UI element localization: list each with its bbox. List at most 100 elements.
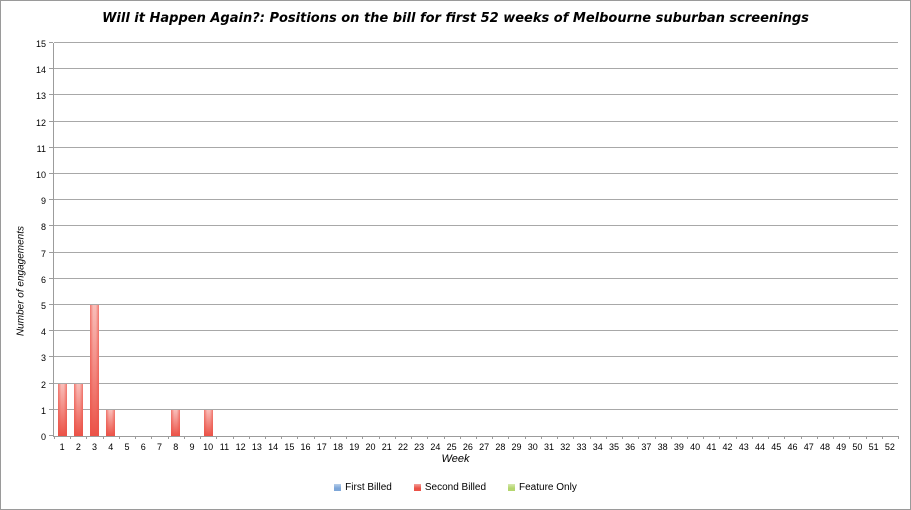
y-tick-label-13: 13 xyxy=(35,90,46,101)
x-axis-tick xyxy=(784,436,785,439)
y-tick-label-11: 11 xyxy=(36,143,46,154)
bar-second-billed-week-4 xyxy=(106,410,115,436)
x-tick-label-2: 2 xyxy=(75,442,81,452)
y-axis-tick xyxy=(49,225,53,226)
x-tick-label-31: 31 xyxy=(544,442,555,452)
gridline-y-3 xyxy=(54,356,898,357)
y-axis-tick xyxy=(49,173,53,174)
legend-label-feature-only: Feature Only xyxy=(519,482,577,493)
y-tick-label-15: 15 xyxy=(35,38,46,49)
y-tick-label-14: 14 xyxy=(35,64,46,75)
x-axis-tick xyxy=(168,436,169,439)
y-axis-title: Number of engagements xyxy=(15,225,27,337)
x-tick-label-17: 17 xyxy=(316,442,327,452)
x-tick-label-8: 8 xyxy=(173,442,179,452)
x-tick-label-43: 43 xyxy=(738,442,749,452)
x-axis-tick xyxy=(833,436,834,439)
gridline-y-9 xyxy=(54,199,898,200)
x-axis-tick xyxy=(379,436,380,439)
y-tick-label-8: 8 xyxy=(40,221,46,232)
bar-second-billed-week-10 xyxy=(204,410,213,436)
gridline-y-2 xyxy=(54,383,898,384)
x-tick-label-3: 3 xyxy=(92,442,98,452)
x-axis-tick xyxy=(135,436,136,439)
x-axis-tick xyxy=(687,436,688,439)
y-tick-label-4: 4 xyxy=(40,326,46,337)
y-tick-label-9: 9 xyxy=(40,195,46,206)
x-tick-label-9: 9 xyxy=(189,442,195,452)
x-tick-label-18: 18 xyxy=(333,442,344,452)
x-tick-label-24: 24 xyxy=(430,442,441,452)
legend-swatch-second-billed-icon xyxy=(413,484,421,491)
y-axis-tick xyxy=(49,252,53,253)
x-tick-label-7: 7 xyxy=(156,442,163,452)
x-axis-tick xyxy=(655,436,656,439)
x-tick-label-19: 19 xyxy=(349,442,360,452)
y-axis-tick xyxy=(49,330,53,331)
gridline-y-5 xyxy=(54,304,898,305)
y-tick-label-3: 3 xyxy=(40,352,46,363)
x-tick-label-10: 10 xyxy=(203,442,214,452)
x-axis-tick xyxy=(119,436,120,439)
x-axis-tick xyxy=(752,436,753,439)
gridline-y-1 xyxy=(54,409,898,410)
x-tick-label-50: 50 xyxy=(852,442,863,452)
gridline-y-15 xyxy=(54,42,898,43)
x-axis-tick xyxy=(557,436,558,439)
x-tick-label-28: 28 xyxy=(495,442,506,452)
x-axis-tick xyxy=(346,436,347,439)
y-axis-tick xyxy=(49,304,53,305)
gridline-y-14 xyxy=(54,68,898,69)
legend-item-first-billed: First Billed xyxy=(334,482,392,493)
y-tick-label-2: 2 xyxy=(40,379,46,390)
x-axis-tick xyxy=(476,436,477,439)
chart-title: Will it Happen Again?: Positions on the … xyxy=(102,11,809,26)
plot-area: Number of engagements 0 1 2 3 4 5 6 7 8 9 10 11 12 13… xyxy=(16,39,899,452)
y-axis-tick xyxy=(49,435,53,436)
x-axis-tick xyxy=(671,436,672,439)
x-tick-label-41: 41 xyxy=(706,442,717,452)
x-tick-label-52: 52 xyxy=(884,442,895,452)
x-axis-tick xyxy=(233,436,234,439)
x-axis-tick xyxy=(525,436,526,439)
x-axis-tick xyxy=(898,436,899,439)
x-axis-tick xyxy=(882,436,883,439)
x-tick-label-5: 5 xyxy=(124,442,130,452)
x-tick-label-4: 4 xyxy=(108,442,114,452)
y-axis-tick xyxy=(49,147,53,148)
x-tick-label-48: 48 xyxy=(819,442,830,452)
x-tick-label-39: 39 xyxy=(673,442,684,452)
x-tick-label-15: 15 xyxy=(284,442,295,452)
gridline-y-12 xyxy=(54,121,898,122)
y-tick-label-0: 0 xyxy=(40,431,46,442)
gridline-y-11 xyxy=(54,147,898,148)
y-tick-label-6: 6 xyxy=(40,274,46,285)
x-axis-tick xyxy=(314,436,315,439)
x-tick-label-30: 30 xyxy=(527,442,538,452)
x-tick-label-11: 11 xyxy=(219,442,230,452)
x-axis-tick xyxy=(395,436,396,439)
y-axis-tick xyxy=(49,199,53,200)
x-axis-tick xyxy=(184,436,185,439)
x-tick-label-36: 36 xyxy=(625,442,636,452)
x-tick-label-34: 34 xyxy=(592,442,603,452)
x-axis-tick xyxy=(362,436,363,439)
x-axis-tick xyxy=(736,436,737,439)
y-axis-tick xyxy=(49,68,53,69)
x-axis-tick xyxy=(801,436,802,439)
x-axis-tick xyxy=(151,436,152,439)
legend-swatch-feature-only-icon xyxy=(508,484,516,491)
x-axis-tick xyxy=(330,436,331,439)
legend: First Billed Second Billed Feature Only xyxy=(1,482,910,493)
x-axis-tick xyxy=(638,436,639,439)
gridline-y-6 xyxy=(54,278,898,279)
x-axis-tick xyxy=(817,436,818,439)
y-tick-label-10: 10 xyxy=(35,169,46,180)
y-tick-label-5: 5 xyxy=(40,300,46,311)
x-axis-tick xyxy=(86,436,87,439)
bar-second-billed-week-8 xyxy=(171,410,180,436)
legend-swatch-first-billed-icon xyxy=(334,484,342,491)
gridline-y-7 xyxy=(54,252,898,253)
y-axis-tick xyxy=(49,383,53,384)
